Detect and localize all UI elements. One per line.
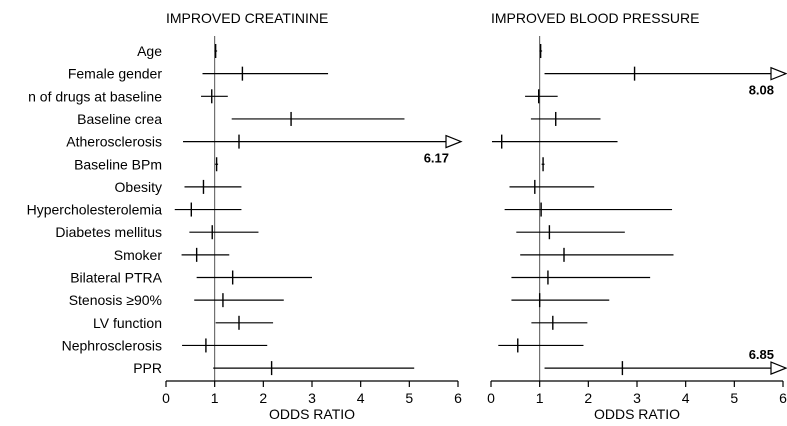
x-tick-label: 2 bbox=[259, 390, 267, 406]
x-tick-label: 0 bbox=[162, 390, 170, 406]
panel-title: IMPROVED BLOOD PRESSURE bbox=[491, 10, 700, 26]
row-label: Age bbox=[137, 43, 162, 59]
row-label: Diabetes mellitus bbox=[55, 224, 162, 240]
x-tick-label: 0 bbox=[487, 390, 495, 406]
x-tick-label: 1 bbox=[536, 390, 544, 406]
row-label: Smoker bbox=[114, 247, 163, 263]
x-tick-label: 5 bbox=[730, 390, 738, 406]
ci-upper-label: 8.08 bbox=[749, 83, 774, 98]
row-label: Female gender bbox=[68, 66, 163, 82]
x-tick-label: 4 bbox=[682, 390, 690, 406]
row-labels: Age Female gender n of drugs at baseline Ba… bbox=[27, 43, 163, 376]
x-tick-label: 3 bbox=[633, 390, 641, 406]
row-label: Obesity bbox=[115, 179, 162, 195]
row-label: Nephrosclerosis bbox=[62, 337, 162, 353]
x-tick-label: 2 bbox=[584, 390, 592, 406]
x-tick-label: 5 bbox=[405, 390, 413, 406]
x-tick-label: 4 bbox=[357, 390, 365, 406]
plot-area: 0 1 2 3 4 5 6 8.08 6.85 bbox=[487, 36, 787, 406]
panel-title: IMPROVED CREATININE bbox=[166, 10, 328, 26]
row-label: Atherosclerosis bbox=[66, 134, 162, 150]
row-label: LV function bbox=[93, 315, 162, 331]
row-label: Hypercholesterolemia bbox=[27, 202, 163, 218]
x-axis-label: ODDS RATIO bbox=[594, 406, 680, 422]
row-label: Stenosis ≥90% bbox=[69, 292, 162, 308]
row-label: Baseline crea bbox=[77, 111, 162, 127]
ci-overflow-arrow bbox=[445, 134, 463, 149]
row-label: PPR bbox=[133, 360, 162, 376]
ci-overflow-arrow bbox=[770, 361, 787, 375]
row-label: Bilateral PTRA bbox=[70, 270, 162, 286]
x-tick-label: 3 bbox=[308, 390, 316, 406]
x-tick-label: 6 bbox=[779, 390, 787, 406]
x-axis-label: ODDS RATIO bbox=[269, 406, 355, 422]
panel-improved-blood-pressure: IMPROVED BLOOD PRESSURE 0 1 2 3 4 5 68.086.85 … bbox=[487, 10, 787, 422]
ci-upper-label: 6.85 bbox=[749, 347, 774, 362]
plot-area: 0 1 2 3 4 5 6 6.17 bbox=[162, 36, 463, 406]
x-tick-label: 6 bbox=[454, 390, 462, 406]
ci-overflow-arrow bbox=[770, 66, 787, 81]
row-label: n of drugs at baseline bbox=[28, 88, 162, 104]
ci-upper-label: 6.17 bbox=[424, 151, 449, 166]
row-label: Baseline BPm bbox=[74, 156, 162, 172]
panel-improved-creatinine: IMPROVED CREATININE Age Female gender n of… bbox=[27, 10, 463, 422]
x-tick-label: 1 bbox=[211, 390, 219, 406]
